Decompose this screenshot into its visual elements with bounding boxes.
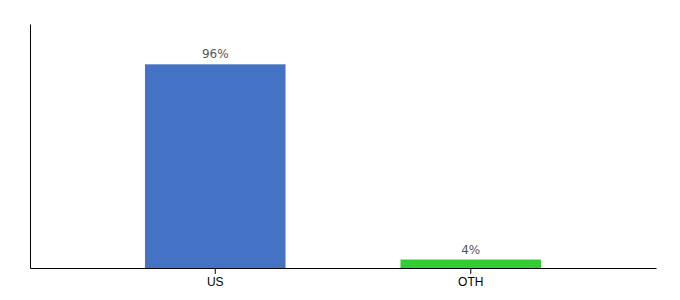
bar <box>400 260 541 268</box>
chart-svg: US OTH 96% 4% <box>0 0 680 300</box>
plot-area: US OTH 96% 4% <box>31 25 657 289</box>
x-tick-label: OTH <box>458 275 483 289</box>
x-tick: US <box>207 268 224 289</box>
data-label: 96% <box>202 47 229 61</box>
x-axis: US OTH <box>31 268 657 289</box>
y-axis-line <box>30 25 31 269</box>
x-tick: OTH <box>458 268 483 289</box>
y-axis <box>30 25 31 269</box>
chart-container: US OTH 96% 4% <box>0 0 680 300</box>
bars <box>145 64 541 268</box>
x-tick-mark <box>215 268 216 274</box>
x-tick-mark <box>470 268 471 274</box>
bar <box>145 64 286 268</box>
data-label: 4% <box>461 243 480 257</box>
data-labels: 96% 4% <box>202 47 480 256</box>
x-axis-line <box>31 268 657 269</box>
x-tick-label: US <box>207 275 224 289</box>
